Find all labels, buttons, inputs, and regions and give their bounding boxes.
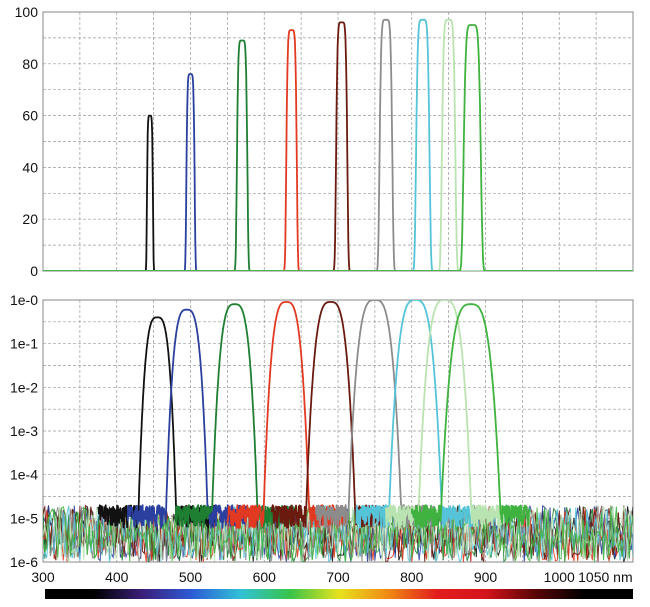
bottom-series-line xyxy=(270,301,391,529)
x-tick-label: 300 xyxy=(31,569,55,585)
bottom-series-line xyxy=(126,308,247,529)
x-tick-label: 700 xyxy=(326,569,350,585)
top-series-line xyxy=(43,21,633,271)
x-axis-ticks: 300 400 500 600 700 800 900 1000 1050 nm xyxy=(31,569,632,585)
y-tick-label: 1e-6 xyxy=(10,554,38,570)
y-tick-label: 100 xyxy=(15,4,39,20)
x-tick-label: 800 xyxy=(400,569,424,585)
y-tick-label: 1e-5 xyxy=(10,510,38,526)
y-tick-label: 1e-1 xyxy=(10,336,38,352)
y-tick-label: 0 xyxy=(30,263,38,279)
bottom-series-line xyxy=(315,300,435,529)
bottom-series-line xyxy=(174,303,295,529)
top-chart: 0 20 40 60 80 100 xyxy=(15,4,634,279)
y-tick-label: 60 xyxy=(22,108,38,124)
x-tick-label: 500 xyxy=(179,569,203,585)
x-tick-label: 1050 nm xyxy=(578,569,632,585)
y-tick-label: 40 xyxy=(22,159,38,175)
bottom-series xyxy=(97,300,531,529)
bottom-noise-line xyxy=(43,505,633,562)
top-series xyxy=(43,18,633,271)
top-series-line xyxy=(43,39,633,271)
y-tick-label: 1e-4 xyxy=(10,467,38,483)
y-tick-label: 1e-2 xyxy=(10,379,38,395)
x-tick-label: 600 xyxy=(253,569,277,585)
y-tick-label: 1e-3 xyxy=(10,423,38,439)
y-tick-label: 80 xyxy=(22,56,38,72)
x-tick-label: 900 xyxy=(474,569,498,585)
bottom-series-line xyxy=(410,303,531,529)
bottom-frame xyxy=(42,299,634,563)
bottom-series-line xyxy=(385,300,505,529)
bottom-y-ticks: 1e-0 1e-1 1e-2 1e-3 1e-4 1e-5 1e-6 xyxy=(10,292,38,570)
bottom-series-line xyxy=(355,300,476,529)
x-tick-label: 1000 xyxy=(544,569,575,585)
bottom-chart: 1e-0 1e-1 1e-2 1e-3 1e-4 1e-5 1e-6 300 400 500 60… xyxy=(10,292,634,585)
bottom-series-line xyxy=(226,301,347,529)
spectrum-color-bar xyxy=(45,589,633,599)
y-tick-label: 1e-0 xyxy=(10,292,38,308)
y-tick-label: 20 xyxy=(22,211,38,227)
top-y-ticks: 0 20 40 60 80 100 xyxy=(15,4,39,279)
x-tick-label: 400 xyxy=(105,569,129,585)
